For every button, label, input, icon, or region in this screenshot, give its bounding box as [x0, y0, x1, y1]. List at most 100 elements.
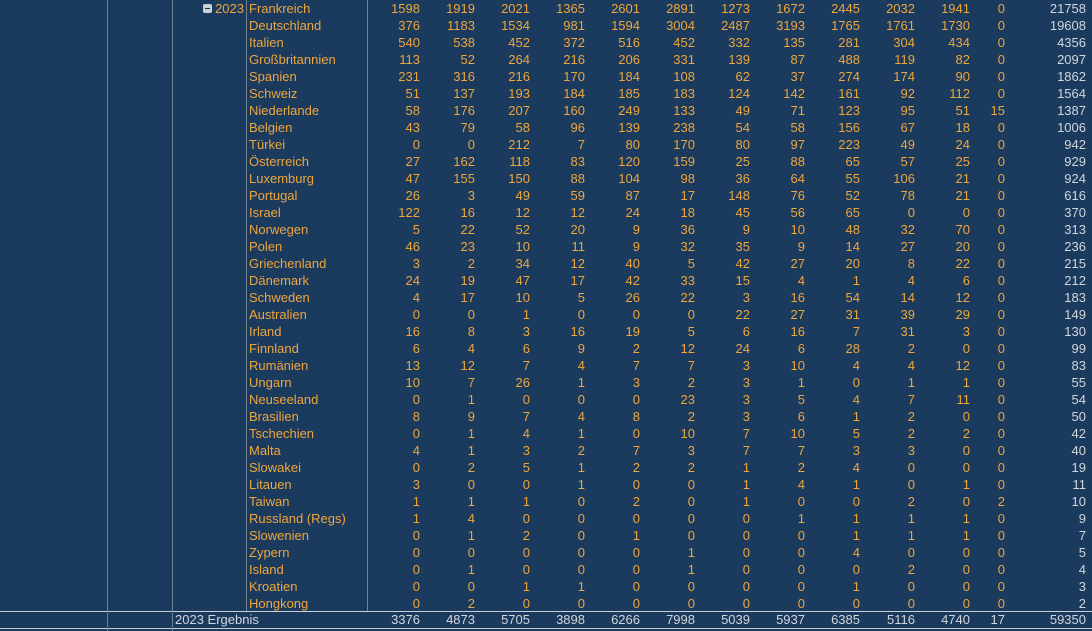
row-total-cell[interactable]: 4356 — [1057, 35, 1086, 50]
value-cell[interactable]: 7 — [852, 324, 860, 339]
value-cell[interactable]: 18 — [955, 120, 970, 135]
row-total-cell[interactable]: 1862 — [1057, 69, 1086, 84]
value-cell[interactable]: 12 — [570, 256, 585, 271]
value-cell[interactable]: 49 — [515, 188, 530, 203]
value-cell[interactable]: 11 — [571, 239, 586, 254]
value-cell[interactable]: 1 — [907, 528, 915, 543]
value-cell[interactable]: 80 — [625, 137, 640, 152]
value-cell[interactable]: 7 — [687, 358, 695, 373]
value-cell[interactable]: 3 — [687, 443, 695, 458]
value-cell[interactable]: 31 — [845, 307, 860, 322]
country-cell[interactable]: Norwegen — [249, 222, 309, 237]
value-cell[interactable]: 0 — [997, 324, 1005, 339]
value-cell[interactable]: 1 — [852, 477, 860, 492]
value-cell[interactable]: 488 — [838, 52, 860, 67]
country-cell[interactable]: Dänemark — [249, 273, 309, 288]
value-cell[interactable]: 22 — [955, 256, 970, 271]
value-cell[interactable]: 24 — [735, 341, 750, 356]
value-cell[interactable]: 1 — [742, 460, 750, 475]
value-cell[interactable]: 1 — [522, 494, 530, 509]
country-cell[interactable]: Italien — [249, 35, 284, 50]
value-cell[interactable]: 981 — [563, 18, 585, 33]
value-cell[interactable]: 24 — [625, 205, 640, 220]
value-cell[interactable]: 1 — [577, 460, 585, 475]
value-cell[interactable]: 184 — [618, 69, 640, 84]
value-cell[interactable]: 0 — [997, 188, 1005, 203]
value-cell[interactable]: 3 — [907, 443, 915, 458]
value-cell[interactable]: 0 — [962, 443, 970, 458]
country-cell[interactable]: Griechenland — [249, 256, 327, 271]
value-cell[interactable]: 3 — [742, 409, 750, 424]
value-cell[interactable]: 0 — [962, 409, 970, 424]
value-cell[interactable]: 0 — [412, 392, 420, 407]
value-cell[interactable]: 10 — [680, 426, 695, 441]
country-cell[interactable]: Polen — [249, 239, 283, 254]
value-cell[interactable]: 67 — [900, 120, 915, 135]
value-cell[interactable]: 139 — [618, 120, 640, 135]
value-cell[interactable]: 12 — [570, 205, 585, 220]
value-cell[interactable]: 82 — [955, 52, 970, 67]
grand-total-value-cell[interactable]: 6385 — [831, 612, 860, 627]
value-cell[interactable]: 0 — [522, 392, 530, 407]
value-cell[interactable]: 87 — [625, 188, 640, 203]
value-cell[interactable]: 0 — [997, 341, 1005, 356]
value-cell[interactable]: 133 — [673, 103, 695, 118]
value-cell[interactable]: 1 — [467, 494, 475, 509]
value-cell[interactable]: 0 — [742, 562, 750, 577]
value-cell[interactable]: 0 — [997, 239, 1005, 254]
value-cell[interactable]: 162 — [453, 154, 475, 169]
value-cell[interactable]: 8 — [412, 409, 420, 424]
value-cell[interactable]: 9 — [467, 409, 475, 424]
value-cell[interactable]: 0 — [907, 477, 915, 492]
value-cell[interactable]: 1730 — [941, 18, 970, 33]
value-cell[interactable]: 135 — [783, 35, 805, 50]
value-cell[interactable]: 2 — [907, 426, 915, 441]
value-cell[interactable]: 36 — [680, 222, 695, 237]
value-cell[interactable]: 59 — [570, 188, 585, 203]
value-cell[interactable]: 0 — [997, 69, 1005, 84]
value-cell[interactable]: 1 — [522, 307, 530, 322]
value-cell[interactable]: 112 — [949, 86, 970, 101]
country-cell[interactable]: Deutschland — [249, 18, 322, 33]
value-cell[interactable]: 123 — [838, 103, 860, 118]
value-cell[interactable]: 16 — [405, 324, 420, 339]
value-cell[interactable]: 2 — [577, 443, 585, 458]
grand-total-value-cell[interactable]: 4873 — [446, 612, 475, 627]
value-cell[interactable]: 0 — [632, 392, 640, 407]
value-cell[interactable]: 5 — [687, 256, 695, 271]
value-cell[interactable]: 0 — [632, 579, 640, 594]
value-cell[interactable]: 88 — [790, 154, 805, 169]
value-cell[interactable]: 28 — [845, 341, 860, 356]
grand-total-value-cell[interactable]: 6266 — [611, 612, 640, 627]
value-cell[interactable]: 56 — [790, 205, 805, 220]
country-cell[interactable]: Brasilien — [249, 409, 299, 424]
value-cell[interactable]: 97 — [790, 137, 805, 152]
row-total-cell[interactable]: 215 — [1064, 256, 1086, 271]
value-cell[interactable]: 9 — [632, 239, 640, 254]
value-cell[interactable]: 0 — [797, 579, 805, 594]
value-cell[interactable]: 1594 — [611, 18, 640, 33]
value-cell[interactable]: 0 — [907, 579, 915, 594]
value-cell[interactable]: 24 — [955, 137, 970, 152]
value-cell[interactable]: 1 — [577, 375, 585, 390]
value-cell[interactable]: 0 — [797, 545, 805, 560]
value-cell[interactable]: 4 — [852, 545, 860, 560]
value-cell[interactable]: 0 — [962, 460, 970, 475]
country-cell[interactable]: Israel — [249, 205, 281, 220]
value-cell[interactable]: 0 — [997, 409, 1005, 424]
value-cell[interactable]: 7 — [797, 443, 805, 458]
value-cell[interactable]: 19 — [625, 324, 640, 339]
value-cell[interactable]: 19 — [460, 273, 475, 288]
value-cell[interactable]: 23 — [680, 392, 695, 407]
value-cell[interactable]: 0 — [632, 307, 640, 322]
value-cell[interactable]: 6 — [412, 341, 420, 356]
value-cell[interactable]: 174 — [893, 69, 915, 84]
value-cell[interactable]: 1761 — [886, 18, 915, 33]
value-cell[interactable]: 0 — [997, 52, 1005, 67]
value-cell[interactable]: 64 — [790, 171, 805, 186]
value-cell[interactable]: 137 — [453, 86, 475, 101]
value-cell[interactable]: 159 — [673, 154, 695, 169]
value-cell[interactable]: 58 — [790, 120, 805, 135]
row-total-cell[interactable]: 40 — [1071, 443, 1086, 458]
row-total-cell[interactable]: 83 — [1071, 358, 1086, 373]
